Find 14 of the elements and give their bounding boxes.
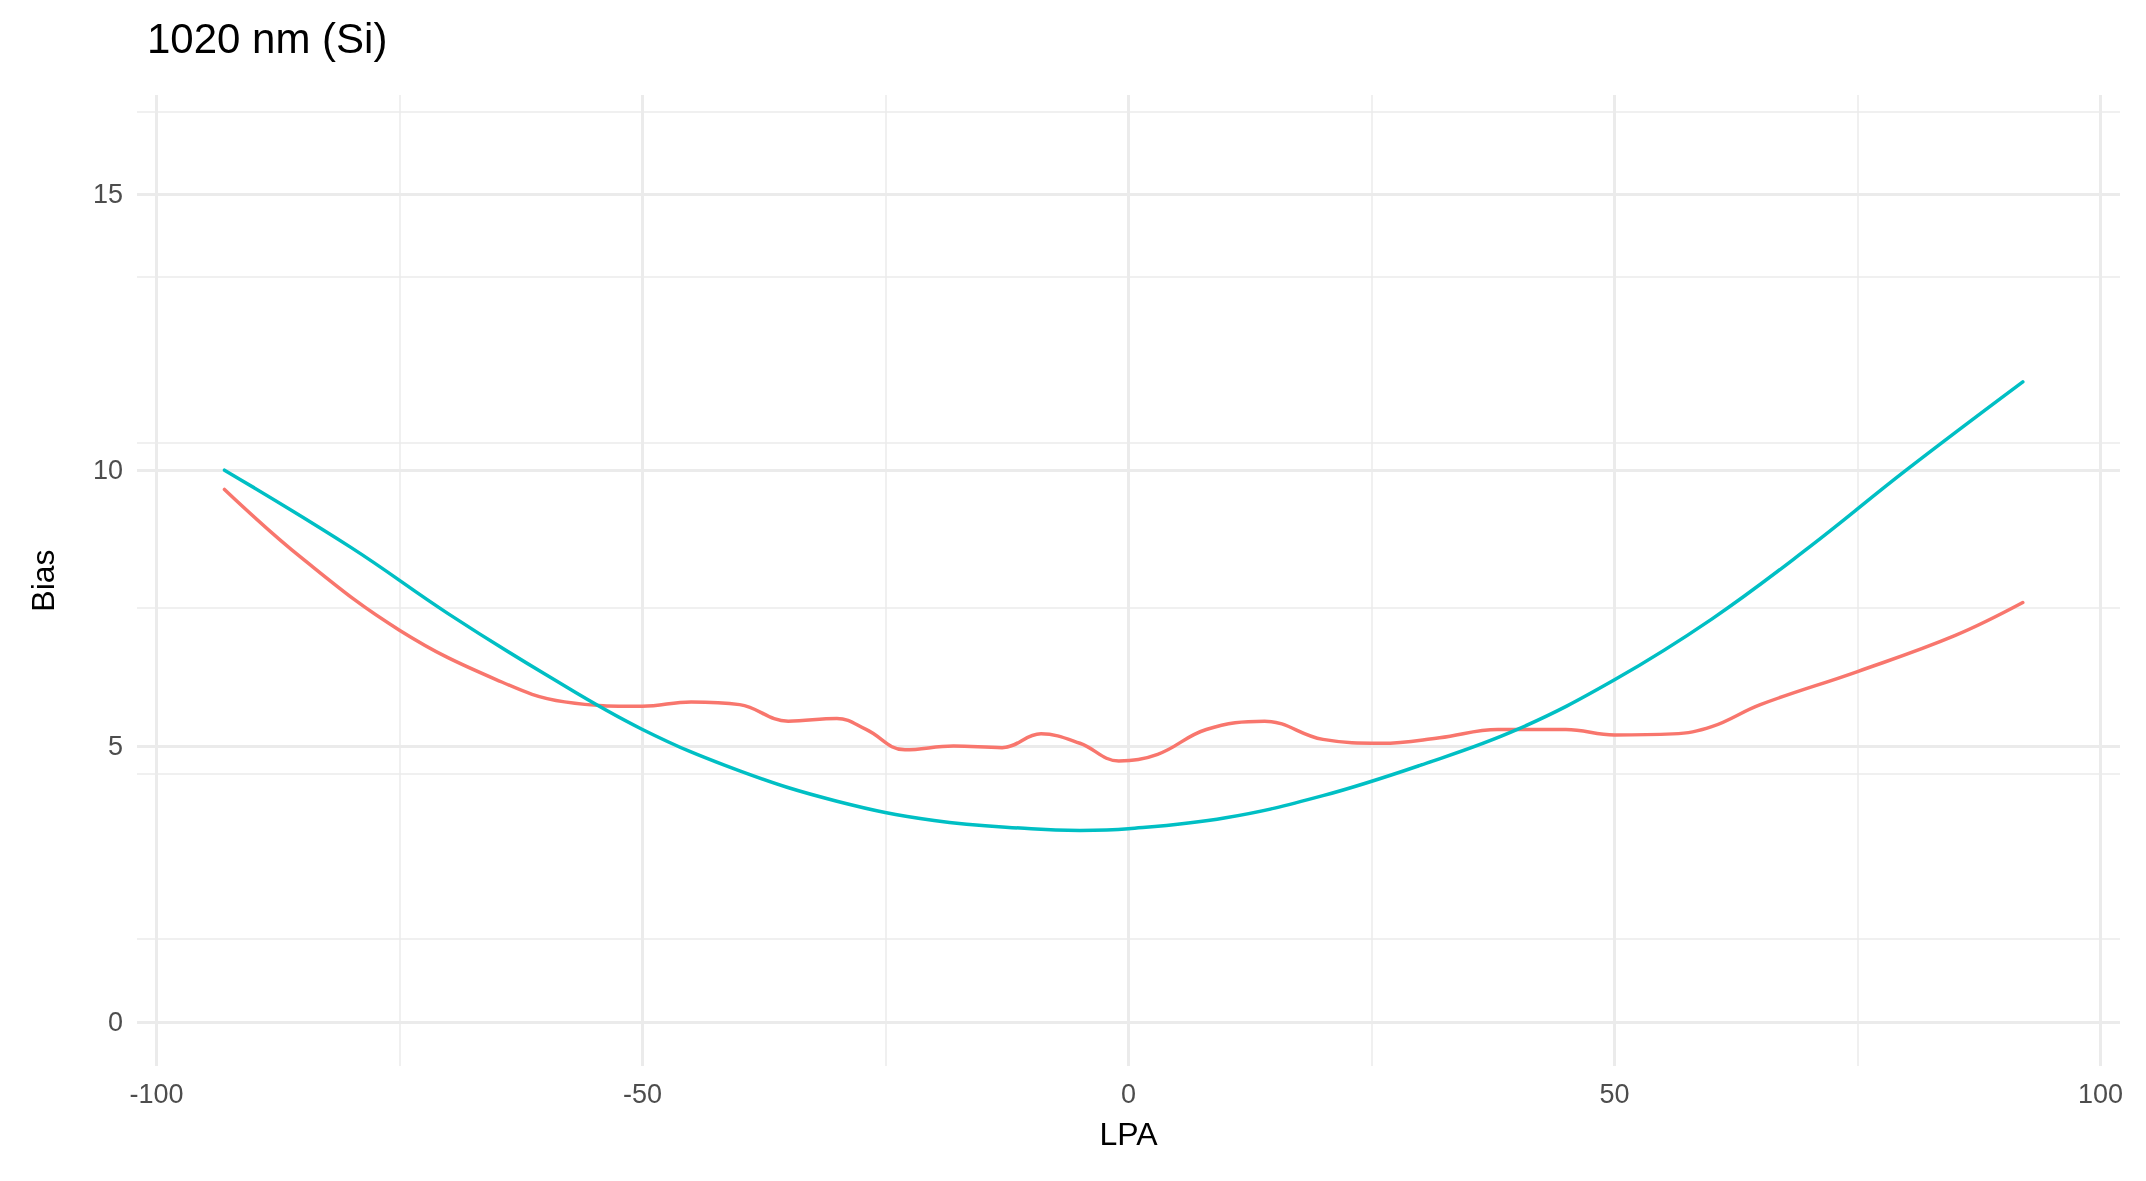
y-tick-label: 0 <box>107 1006 123 1037</box>
line-series <box>222 487 2025 763</box>
y-tick-label: 10 <box>92 455 123 486</box>
x-tick-label: -50 <box>622 1078 662 1109</box>
x-axis-title: LPA <box>1099 1116 1159 1152</box>
y-tick-label: 5 <box>107 731 123 762</box>
chart-title: 1020 nm (Si) <box>147 14 388 62</box>
x-tick-label: 50 <box>1599 1078 1630 1109</box>
y-tick-label: 15 <box>92 179 123 210</box>
x-tick-label: 100 <box>2078 1078 2124 1109</box>
y-axis-title: Bias <box>25 549 61 612</box>
x-tick-label: 0 <box>1120 1078 1137 1109</box>
x-tick-label: -100 <box>129 1078 184 1109</box>
line-series <box>222 380 2025 833</box>
